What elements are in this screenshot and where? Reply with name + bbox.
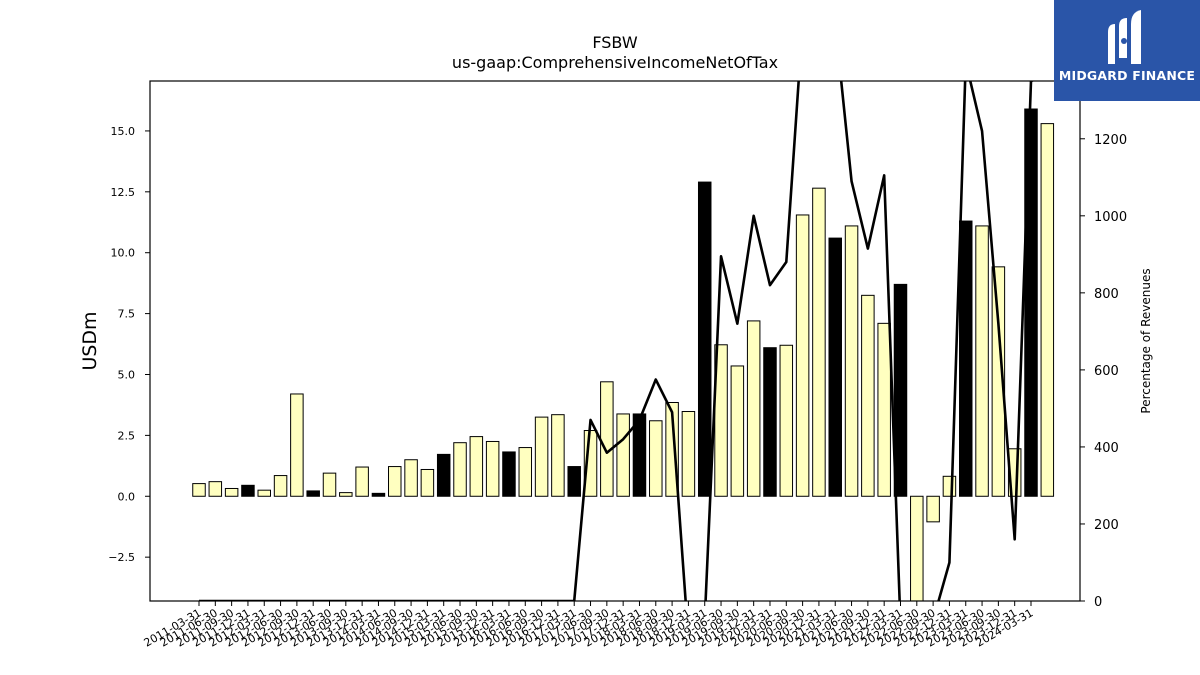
bar — [975, 225, 989, 497]
y2-tick-label: 800 — [1094, 287, 1119, 302]
bar — [632, 413, 647, 497]
bar — [518, 447, 533, 497]
bar — [730, 365, 745, 497]
bar — [877, 322, 891, 497]
bar — [991, 266, 1006, 497]
bar — [290, 393, 304, 497]
bar — [273, 475, 288, 497]
line-layer — [199, 81, 1035, 601]
bar — [746, 320, 761, 497]
y-tick-label: −2.5 — [108, 551, 135, 564]
bar — [551, 414, 565, 497]
bar — [942, 475, 957, 497]
bar — [779, 344, 794, 497]
bar — [224, 487, 239, 497]
y2-tick-label: 600 — [1094, 364, 1119, 379]
chart-subtitle: us-gaap:ComprehensiveIncomeNetOfTax — [452, 53, 778, 72]
bar — [257, 489, 271, 497]
chart-title: FSBW — [592, 33, 637, 52]
bar — [861, 294, 875, 497]
bar — [469, 436, 484, 497]
bar — [910, 495, 924, 601]
bar — [795, 214, 810, 497]
logo: MIDGARD FINANCE — [1054, 0, 1200, 101]
bar — [534, 416, 549, 497]
bar — [812, 187, 826, 497]
bar — [388, 466, 402, 497]
bar — [959, 220, 973, 497]
y2-tick-label: 200 — [1094, 518, 1119, 533]
bar — [192, 483, 206, 497]
x-axis: 2011-03-312011-06-302011-09-302011-12-31… — [142, 601, 1036, 650]
bar — [893, 283, 908, 497]
bars-layer — [192, 108, 1055, 601]
y-axis-label: USDm — [79, 311, 101, 370]
right-axis: 0 200 400 600 800 1000 1200 — [1080, 133, 1127, 610]
bar — [306, 490, 320, 497]
bar — [763, 347, 777, 497]
y2-tick-label: 1000 — [1094, 210, 1127, 225]
y-tick-label: 12.5 — [111, 186, 136, 199]
bar — [241, 484, 255, 497]
y-tick-label: 15.0 — [111, 125, 136, 138]
bar — [649, 420, 663, 497]
bar — [502, 451, 516, 497]
bar — [208, 481, 223, 497]
bar — [355, 466, 369, 497]
left-axis: −2.5 0.0 2.5 5.0 7.5 10.0 12.5 15.0 — [108, 125, 150, 564]
percentage-line — [199, 81, 1035, 601]
bar — [697, 181, 712, 497]
y-tick-label: 5.0 — [118, 368, 136, 381]
bar — [1024, 108, 1038, 497]
y-tick-label: 10.0 — [111, 247, 136, 260]
y2-tick-label: 400 — [1094, 441, 1119, 456]
bar — [926, 495, 940, 523]
bar — [453, 442, 467, 497]
bar — [600, 381, 614, 497]
bar — [616, 413, 630, 497]
bar — [485, 440, 500, 497]
bar — [828, 237, 842, 497]
y-tick-label: 0.0 — [118, 490, 136, 503]
bar — [371, 492, 386, 497]
bar — [420, 468, 435, 497]
logo-icon — [1108, 10, 1141, 64]
y2-axis-label: Percentage of Revenues — [1139, 268, 1153, 413]
bar — [339, 492, 353, 497]
y-tick-label: 2.5 — [118, 429, 136, 442]
y-tick-label: 7.5 — [118, 308, 136, 321]
bar — [681, 411, 696, 497]
bar — [436, 453, 451, 497]
bar — [844, 225, 859, 497]
bar — [404, 459, 418, 497]
y2-tick-label: 1200 — [1094, 133, 1127, 148]
y2-tick-label: 0 — [1094, 595, 1102, 610]
bar — [322, 472, 337, 497]
plot-frame — [149, 80, 1081, 602]
logo-text: MIDGARD FINANCE — [1058, 68, 1196, 83]
bar — [567, 466, 581, 497]
bar — [1040, 123, 1055, 497]
